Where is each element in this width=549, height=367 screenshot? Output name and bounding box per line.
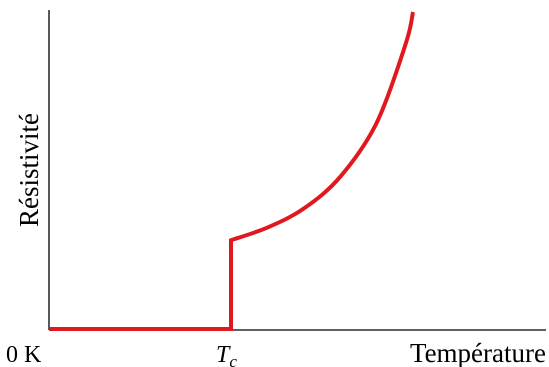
y-axis-label: Résistivité — [14, 113, 44, 227]
x-axis-label: Température — [410, 338, 546, 367]
x-tick-zero-k: 0 K — [6, 342, 42, 367]
x-tick-tc-sub: c — [229, 352, 237, 367]
x-tick-tc-main: T — [216, 342, 231, 367]
x-tick-tc: Tc — [216, 342, 237, 367]
resistivity-curve — [49, 11, 415, 331]
